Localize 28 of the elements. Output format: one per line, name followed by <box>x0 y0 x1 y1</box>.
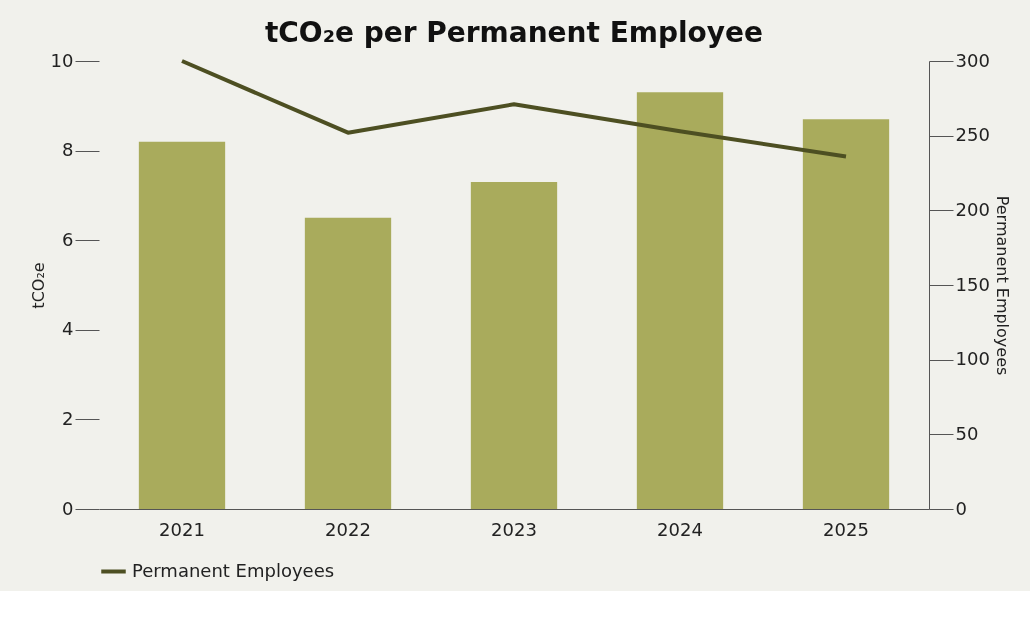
x-tick-label: 2025 <box>823 518 869 540</box>
bar <box>138 141 226 509</box>
bar <box>802 119 890 509</box>
bar <box>636 92 724 509</box>
legend-label: Permanent Employees <box>132 559 335 581</box>
chart-title: tCO₂e per Permanent Employee <box>264 16 764 49</box>
y2-tick-label: 100 <box>955 348 990 370</box>
y-tick-label: 10 <box>50 49 74 71</box>
y-tick-label: 0 <box>62 497 74 519</box>
y2-axis-title: Permanent Employees <box>992 195 1012 376</box>
x-tick-label: 2022 <box>325 518 371 540</box>
y2-tick-label: 200 <box>955 198 990 220</box>
x-tick-label: 2024 <box>657 518 703 540</box>
y-tick-label: 8 <box>62 139 74 161</box>
y2-tick-label: 0 <box>955 497 967 519</box>
bar <box>304 217 392 509</box>
bar <box>470 181 558 509</box>
y2-tick-label: 150 <box>955 273 990 295</box>
x-tick-label: 2023 <box>491 518 537 540</box>
y-tick-label: 4 <box>62 318 74 340</box>
y-tick-label: 6 <box>62 228 74 250</box>
y2-tick-label: 50 <box>955 422 979 444</box>
y2-tick-label: 250 <box>955 124 990 146</box>
x-tick-label: 2021 <box>159 518 205 540</box>
y-tick-label: 2 <box>62 407 74 429</box>
y-axis-title: tCO₂e <box>28 262 48 309</box>
line-series <box>180 59 848 159</box>
y2-tick-label: 300 <box>955 49 990 71</box>
